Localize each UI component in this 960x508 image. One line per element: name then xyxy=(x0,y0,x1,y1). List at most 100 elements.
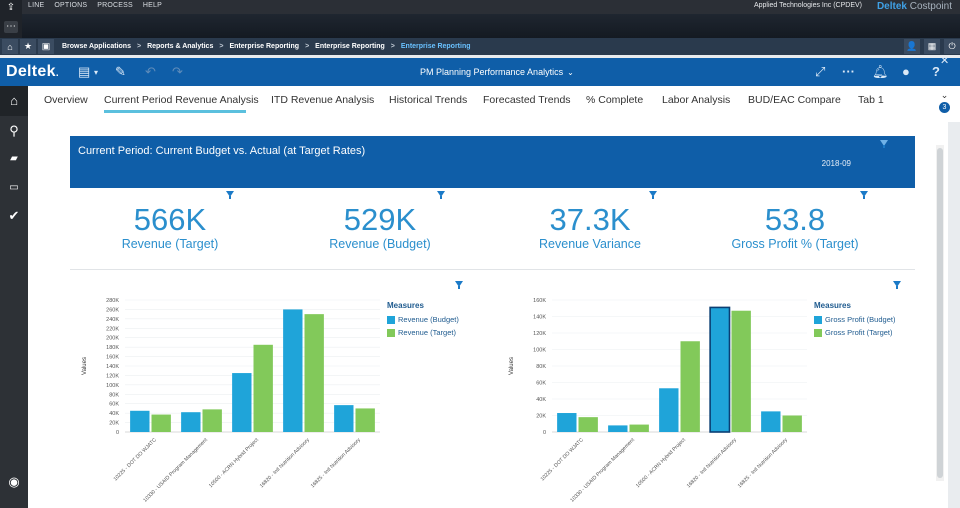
folder-icon[interactable]: ▰ xyxy=(10,153,18,164)
bar xyxy=(782,415,802,432)
expand-icon[interactable]: ⤢ xyxy=(815,64,826,79)
profile-icon[interactable]: ● xyxy=(902,64,910,79)
y-tick-label: 20K xyxy=(109,421,119,427)
check-icon[interactable]: ✔ xyxy=(8,208,20,223)
legend-swatch xyxy=(387,315,395,324)
help-icon[interactable]: ? xyxy=(932,64,940,79)
bar xyxy=(659,388,679,432)
home-icon[interactable]: ⌂ xyxy=(2,39,18,54)
redo-icon[interactable]: ↷ xyxy=(172,64,183,79)
y-tick-label: 80K xyxy=(536,364,546,370)
tab-itd-revenue[interactable]: ITD Revenue Analysis xyxy=(271,94,375,106)
x-tick-label: 10225 - DOT DO WJATC xyxy=(540,437,585,482)
menu-options[interactable]: OPTIONS xyxy=(54,2,88,9)
y-tick-label: 20K xyxy=(536,414,546,420)
notifications-icon[interactable]: 🔔︎ xyxy=(872,64,889,79)
tab-bud-eac-compare[interactable]: BUD/EAC Compare xyxy=(748,94,841,106)
bar xyxy=(578,417,598,432)
edit-icon[interactable]: ✎ xyxy=(115,64,126,79)
bar xyxy=(253,344,273,432)
kpi-label: Revenue Variance xyxy=(539,237,641,251)
filter-icon[interactable] xyxy=(455,281,463,289)
kpi-gross-profit-pct[interactable]: 53.8 Gross Profit % (Target) xyxy=(715,204,875,252)
filter-icon[interactable] xyxy=(226,191,234,199)
x-tick-label: 10225 - DOT DO WJATC xyxy=(113,437,158,482)
y-tick-label: 160K xyxy=(106,355,119,361)
tab-current-period[interactable]: Current Period Revenue Analysis xyxy=(104,94,259,106)
panel-icon[interactable]: ▣ xyxy=(38,39,54,54)
kpi-revenue-variance[interactable]: 37.3K Revenue Variance xyxy=(515,204,665,252)
menu-process[interactable]: PROCESS xyxy=(97,2,133,9)
divider xyxy=(70,269,915,270)
kpi-value: 529K xyxy=(343,202,417,237)
kpi-value: 566K xyxy=(133,202,207,237)
filter-icon[interactable] xyxy=(893,281,901,289)
crumb-enterprise-2[interactable]: Enterprise Reporting xyxy=(315,43,385,50)
bar xyxy=(202,409,222,432)
filter-icon[interactable] xyxy=(860,191,868,199)
tab-labor-analysis[interactable]: Labor Analysis xyxy=(662,94,731,106)
menu-line[interactable]: LINE xyxy=(28,2,45,9)
revenue-chart: Values 0 20K 40K 60K 80K 100K 120K 140K 160K 180K 2… xyxy=(82,298,380,504)
menu-help[interactable]: HELP xyxy=(142,2,163,9)
kpi-label: Revenue (Budget) xyxy=(329,237,431,251)
y-tick-label: 200K xyxy=(106,336,119,342)
tab-overview[interactable]: Overview xyxy=(44,94,88,106)
filter-icon[interactable] xyxy=(437,191,445,199)
banner-title: Current Period: Current Budget vs. Actua… xyxy=(78,145,366,157)
menu-bar: LINE OPTIONS PROCESS HELP xyxy=(28,2,162,9)
bar xyxy=(130,410,150,432)
save-menu-chevron-icon[interactable]: ▾ xyxy=(94,68,99,77)
more-tabs-button[interactable]: ⌄ 3 xyxy=(939,90,950,113)
y-tick-label: 40K xyxy=(109,411,119,417)
bar xyxy=(151,414,171,432)
tab-percent-complete[interactable]: % Complete xyxy=(586,94,644,106)
costpoint-brand: Deltek Costpoint xyxy=(877,1,952,12)
tab-historical-trends[interactable]: Historical Trends xyxy=(389,94,468,106)
user-icon[interactable]: 👤 xyxy=(904,39,920,54)
tab-forecasted-trends[interactable]: Forecasted Trends xyxy=(483,94,571,106)
x-tick-label: 16820 - Intl Nutrition Advisory xyxy=(686,437,738,489)
y-tick-label: 120K xyxy=(533,331,546,337)
search-icon[interactable]: ⚲ xyxy=(9,123,19,138)
save-icon[interactable]: ▤ xyxy=(78,64,91,79)
filter-icon[interactable] xyxy=(649,191,657,199)
y-tick-label: 0 xyxy=(116,430,119,436)
crumb-current: Enterprise Reporting xyxy=(400,43,471,50)
power-icon[interactable]: ⏻ xyxy=(944,39,960,54)
quick-icons: ⇪ ⋯ xyxy=(0,0,22,38)
y-tick-label: 40K xyxy=(536,397,546,403)
crumb-reports[interactable]: Reports & Analytics xyxy=(147,43,214,50)
legend-item-gross-profit-budget[interactable]: Gross Profit (Budget) xyxy=(814,315,895,324)
kpi-revenue-budget[interactable]: 529K Revenue (Budget) xyxy=(310,202,450,252)
company-name: Applied Technologies Inc (CPDEV) xyxy=(753,2,862,9)
y-tick-label: 140K xyxy=(533,315,546,321)
book-icon[interactable]: ▭ xyxy=(9,182,19,193)
tab-tab1[interactable]: Tab 1 xyxy=(858,94,884,106)
y-tick-label: 240K xyxy=(106,317,119,323)
filter-icon[interactable] xyxy=(880,140,888,148)
chat-icon[interactable]: ⋯ xyxy=(4,21,18,33)
y-tick-label: 140K xyxy=(106,364,119,370)
scrollbar-thumb[interactable] xyxy=(937,148,943,478)
home-icon[interactable]: ⌂ xyxy=(10,93,18,108)
crumb-enterprise-1[interactable]: Enterprise Reporting xyxy=(229,43,300,50)
share-icon[interactable]: ⇪ xyxy=(6,2,16,13)
legend-item-revenue-budget[interactable]: Revenue (Budget) xyxy=(387,315,459,324)
company-icon[interactable]: ▦ xyxy=(924,39,940,54)
close-icon[interactable]: ✕ xyxy=(940,55,950,67)
tab-bar: Overview Current Period Revenue Analysis… xyxy=(28,86,960,122)
bar xyxy=(181,412,201,432)
crumb-browse[interactable]: Browse Applications xyxy=(62,43,131,50)
account-icon[interactable]: ◉ xyxy=(8,474,20,489)
dashboard-title[interactable]: PM Planning Performance Analytics ⌄ xyxy=(420,67,574,77)
legend-item-revenue-target[interactable]: Revenue (Target) xyxy=(387,328,456,337)
favorites-icon[interactable]: ★ xyxy=(20,39,36,54)
kpi-revenue-target[interactable]: 566K Revenue (Target) xyxy=(100,202,240,252)
more-icon[interactable]: ··· xyxy=(842,64,855,79)
legend-label: Revenue (Budget) xyxy=(398,315,459,324)
undo-icon[interactable]: ↶ xyxy=(145,64,156,79)
x-tick-label: 10500 - ACRN Hybrid Project xyxy=(635,437,687,489)
legend-item-gross-profit-target[interactable]: Gross Profit (Target) xyxy=(814,328,893,337)
